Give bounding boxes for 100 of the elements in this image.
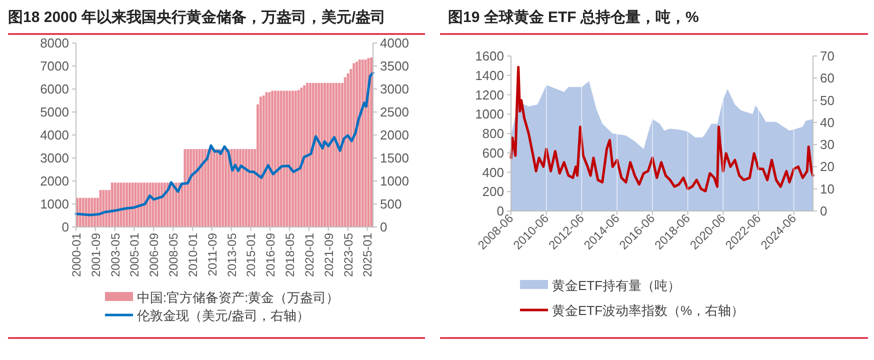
bar [297,90,300,227]
bar [186,149,190,227]
bar [120,182,122,227]
chart-title: 图19 全球黄金 ETF 总持仓量，吨，% [448,9,699,26]
y-tick-label: 1400 [475,68,504,83]
bar [329,82,332,227]
x-tick-label: 2015-01 [244,232,258,278]
bar [201,149,204,227]
bar [318,82,320,227]
legend-label: 黄金ETF波动率指数（%，右轴） [552,303,744,318]
bar [175,182,178,227]
y-tick-label: 2000 [40,174,69,188]
y-tick-label: 1200 [475,87,504,102]
y-tick-label: 5000 [40,104,69,120]
bar [244,149,248,227]
bar [236,149,239,227]
bar [212,149,216,227]
bar [370,57,373,227]
bar [326,82,329,227]
y-tick-label: 200 [482,184,504,200]
x-tick-label: 2023-05 [341,232,356,278]
y2-tick-label: 4000 [380,36,409,50]
x-tick-label: 2020-01 [302,232,316,278]
y2-tick-label: 20 [820,159,834,174]
bar [352,63,356,227]
bar [303,85,306,227]
bar [140,182,143,227]
bar [78,198,82,227]
bar [126,182,128,227]
x-tick-label: 2021-09 [322,232,336,278]
bar [274,90,276,227]
x-tick-label: 2003-05 [108,232,122,278]
bar [300,88,303,227]
y-tick-label: 0 [62,220,69,234]
y-tick-label: 0 [496,204,504,218]
bar [288,90,292,227]
bar [268,92,271,227]
bar [184,149,186,227]
x-tick-label: 2000-01 [70,232,84,278]
bar [332,82,335,227]
bar [259,96,262,227]
y-tick-label: 7000 [40,58,69,74]
x-tick-label: 2005-01 [128,232,142,278]
bar [358,60,361,227]
bar [137,182,140,227]
bar [335,82,338,227]
legend-label: 伦敦金现（美元/盎司，右轴） [137,308,310,323]
bar [198,149,201,227]
y2-tick-label: 50 [820,92,834,108]
y2-tick-label: 500 [380,196,402,212]
bar [204,149,207,227]
bar [218,149,222,227]
bar [158,182,160,227]
bar [294,90,297,227]
x-tick-label: 2013-05 [224,232,239,278]
chart-title: 图18 2000 年以来我国央行黄金储备，万盎司，美元/盎司 [8,8,386,26]
y2-tick-label: 1000 [380,174,409,188]
bar [99,190,102,227]
bar [160,182,163,227]
y-tick-label: 1000 [40,196,69,212]
bar [306,82,309,227]
bar [102,190,105,227]
bar [122,182,126,227]
bar [308,82,312,227]
y2-tick-label: 3000 [380,82,409,96]
bar [163,182,166,227]
y-tick-label: 400 [482,164,504,180]
bar [286,90,288,227]
bar [110,182,114,227]
y-tick-label: 8000 [40,36,69,50]
bar [248,149,250,227]
x-tick-label: 2025-01 [360,232,375,278]
legend-label: 黄金ETF持有量（吨） [552,278,681,293]
y2-tick-label: 60 [820,70,834,86]
y-tick-label: 1000 [475,106,504,122]
x-tick-label: 2006-09 [147,232,162,278]
y-tick-label: 1600 [475,48,504,64]
y2-tick-label: 3500 [380,58,409,74]
bar [93,198,96,227]
bar [338,82,341,227]
bar [105,190,108,227]
y2-tick-label: 1500 [380,150,409,166]
bar [114,182,116,227]
legend-label: 中国:官方储备资产:黄金（万盎司） [137,290,340,305]
bar [224,149,227,227]
bar [222,149,224,227]
bar [84,198,88,227]
bar [131,182,134,227]
x-tick-label: 2010-01 [186,232,200,278]
bar [210,149,212,227]
y2-tick-label: 0 [380,220,388,234]
y2-tick-label: 2000 [380,128,409,142]
bar [280,90,282,227]
y-tick-label: 6000 [40,82,69,96]
y2-tick-label: 0 [820,204,828,218]
y-tick-label: 800 [482,126,504,141]
bar [192,149,195,227]
bar [242,149,244,227]
y2-tick-label: 70 [820,48,834,64]
bar [312,82,314,227]
